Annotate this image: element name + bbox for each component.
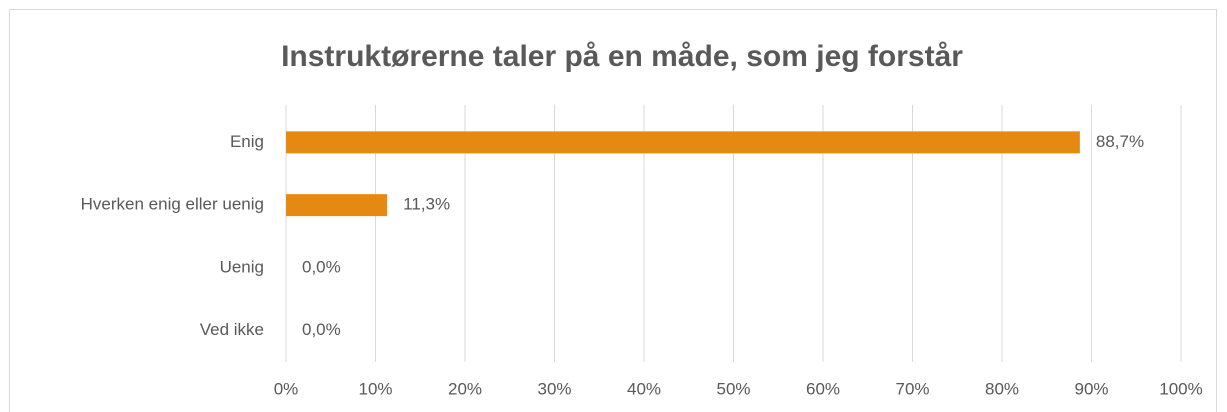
x-tick-label: 90%: [1074, 379, 1108, 398]
chart-border: [9, 9, 1217, 412]
x-tick-label: 60%: [806, 379, 840, 398]
x-tick-label: 50%: [716, 379, 750, 398]
x-tick-label: 100%: [1159, 379, 1202, 398]
x-tick-label: 0%: [274, 379, 299, 398]
value-label: 0,0%: [302, 257, 341, 276]
chart-title: Instruktørerne taler på en måde, som jeg…: [281, 40, 963, 73]
value-label: 88,7%: [1096, 132, 1144, 151]
y-tick-label: Hverken enig eller uenig: [81, 195, 264, 214]
value-label: 0,0%: [302, 320, 341, 339]
y-tick-label: Uenig: [220, 257, 264, 276]
x-tick-label: 20%: [448, 379, 482, 398]
x-tick-label: 30%: [537, 379, 571, 398]
bar: [286, 194, 388, 217]
y-tick-label: Ved ikke: [200, 320, 264, 339]
x-tick-label: 70%: [895, 379, 929, 398]
bar: [286, 131, 1080, 154]
y-tick-label: Enig: [230, 132, 264, 151]
value-label: 11,3%: [403, 195, 450, 214]
x-tick-label: 80%: [985, 379, 1019, 398]
x-tick-label: 10%: [358, 379, 392, 398]
x-tick-label: 40%: [627, 379, 661, 398]
